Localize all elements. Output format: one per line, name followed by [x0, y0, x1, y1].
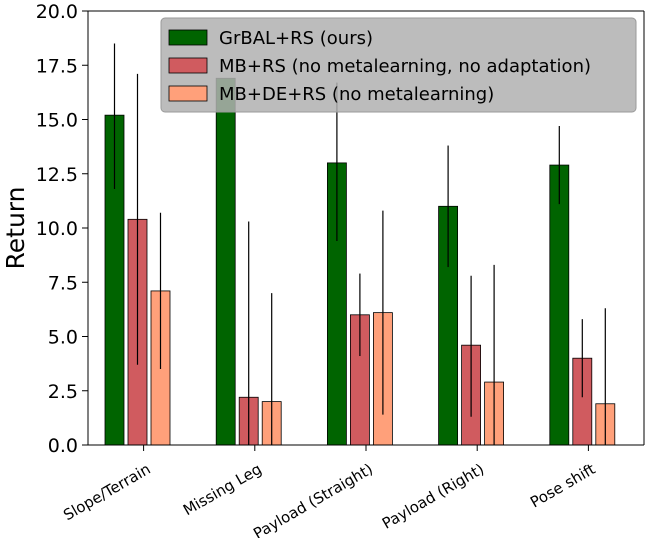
legend-label: GrBAL+RS (ours): [219, 28, 373, 49]
y-tick-label: 15.0: [36, 110, 78, 132]
y-tick-label: 2.5: [48, 381, 78, 403]
legend-label: MB+RS (no metalearning, no adaptation): [219, 56, 591, 77]
x-tick-label: Slope/Terrain: [60, 460, 153, 524]
y-tick-label: 20.0: [36, 1, 78, 23]
x-tick-label: Missing Leg: [180, 460, 265, 519]
y-tick-label: 5.0: [48, 327, 78, 349]
legend-swatch: [168, 29, 208, 46]
y-axis-label: Return: [1, 187, 30, 270]
y-tick-label: 17.5: [36, 55, 78, 77]
y-tick-label: 0.0: [48, 435, 78, 457]
bar-1-2: [215, 77, 236, 446]
x-tick-label: Payload (Right): [379, 460, 487, 533]
y-tick-label: 7.5: [48, 272, 78, 294]
legend-box: [160, 17, 637, 113]
x-tick-label: Payload (Straight): [250, 460, 376, 538]
bar-1-5: [549, 164, 570, 446]
legend: GrBAL+RS (ours) MB+RS (no metalearning, n…: [160, 17, 637, 113]
y-tick-label: 10.0: [36, 218, 78, 240]
x-tick-label: Pose shift: [527, 460, 598, 512]
legend-label: MB+DE+RS (no metalearning): [219, 84, 494, 105]
bars-layer: [104, 77, 616, 446]
legend-swatch: [168, 85, 208, 102]
legend-swatch: [168, 57, 208, 74]
y-tick-label: 12.5: [36, 164, 78, 186]
